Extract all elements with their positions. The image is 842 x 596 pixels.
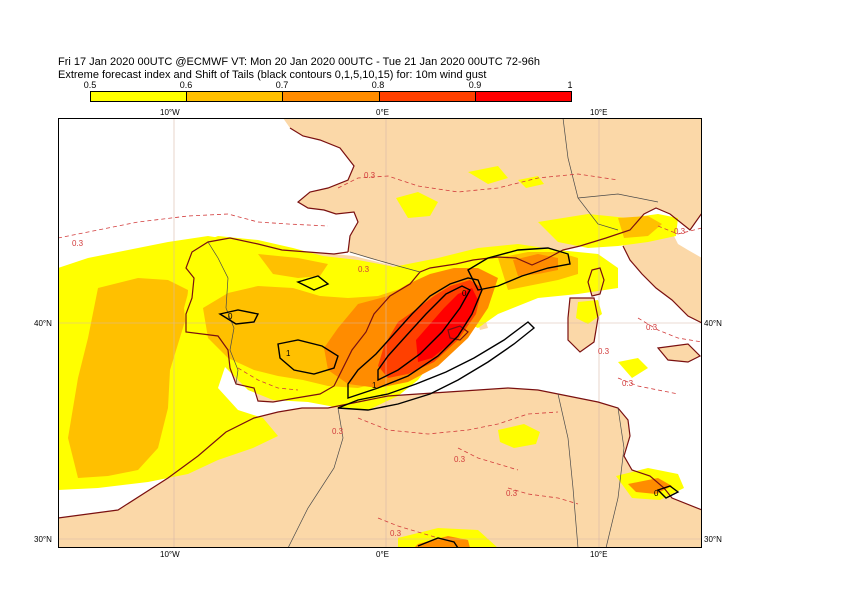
efi-contour (377, 517, 439, 539)
efi-area-ligurian-core (513, 254, 558, 276)
legend-color-bar (90, 91, 572, 102)
title-line-1: Fri 17 Jan 2020 00UTC @ECMWF VT: Mon 20 … (58, 56, 540, 68)
efi-03-contours (58, 173, 702, 539)
lon-label-top: 0°E (376, 108, 389, 117)
border-spain-france (349, 251, 421, 273)
sot-contour-0 (296, 275, 330, 291)
legend-label: 0.9 (468, 80, 482, 90)
lat-label-right: 40°N (704, 319, 722, 328)
land-north-africa (58, 388, 702, 548)
efi-shading (58, 166, 684, 548)
sot-contour-0 (337, 321, 536, 411)
coastline-france (289, 127, 359, 253)
efi-contour-label: 0.3 (506, 489, 518, 498)
contour-labels: 0.3 0.3 0.3 0.3 0.3 0.3 0.3 0.3 0.3 0.3 … (72, 171, 686, 538)
coastline-italy (622, 245, 702, 324)
lat-label-right: 30°N (704, 535, 722, 544)
sot-contour-label: 0 (228, 312, 233, 321)
sot-contour-0 (347, 277, 483, 399)
efi-contour-label: 0.3 (454, 455, 466, 464)
border-switzerland (577, 193, 659, 203)
efi-contour-label: 0.3 (358, 265, 370, 274)
land-sicily (658, 344, 700, 362)
coastline-africa (58, 387, 702, 519)
efi-area-alps-core (618, 216, 662, 238)
legend-swatch (91, 92, 188, 101)
efi-contour-label: 0.3 (598, 347, 610, 356)
efi-area-tunisia (618, 358, 648, 378)
border-algeria-tunisia (557, 393, 579, 548)
efi-area-libya-core (628, 478, 672, 494)
efi-contour (357, 411, 559, 435)
legend-label: 1 (567, 80, 573, 90)
efi-area-atlantic-core (68, 278, 188, 478)
efi-contour-label: 0.3 (390, 529, 402, 538)
border-tunisia-libya (605, 407, 625, 548)
country-borders (207, 118, 659, 548)
sot-contour-0 (218, 309, 260, 325)
border-spain-portugal (207, 241, 239, 385)
sot-contour-0 (656, 485, 680, 499)
legend-label: 0.8 (371, 80, 385, 90)
lon-label-bottom: 10°W (160, 550, 180, 559)
legend-swatch (187, 92, 284, 101)
efi-contour (637, 317, 702, 343)
sot-contours (218, 247, 680, 548)
legend-swatch (475, 92, 572, 101)
efi-contour-label: 0.3 (674, 227, 686, 236)
lon-label-bottom: 10°E (590, 550, 608, 559)
lat-label-left: 30°N (34, 535, 52, 544)
efi-area-bavaria (468, 166, 544, 188)
sot-contour-1 (377, 285, 471, 382)
title-line-2: Extreme forecast index and Shift of Tail… (58, 69, 487, 81)
lon-label-bottom: 0°E (376, 550, 389, 559)
legend-swatch (283, 92, 380, 101)
efi-area-algeria (498, 424, 540, 448)
legend-label: 0.5 (83, 80, 97, 90)
land-england (326, 118, 388, 132)
sot-contour-label: 1 (286, 349, 291, 358)
lat-label-left: 40°N (34, 319, 52, 328)
legend-swatch (379, 92, 476, 101)
efi-contour-label: 0.3 (364, 171, 376, 180)
legend-label: 0.6 (179, 80, 193, 90)
sot-contour-label: 0 (654, 489, 659, 498)
efi-contour-label: 0.3 (332, 427, 344, 436)
efi-contour-label: 0.3 (622, 379, 634, 388)
lon-label-top: 10°W (160, 108, 180, 117)
legend-label: 0.7 (275, 80, 289, 90)
graticule (58, 118, 702, 548)
efi-contour-label: 0.3 (72, 239, 84, 248)
map-frame (58, 118, 702, 548)
sot-contour-label: 1 (372, 381, 377, 390)
sot-contour-label: 0 (462, 289, 467, 298)
efi-area-cevennes (396, 192, 438, 218)
color-legend: 0.5 0.6 0.7 0.8 0.9 1 (84, 80, 574, 104)
efi-contour-label: 0.3 (646, 323, 658, 332)
efi-contour (657, 225, 702, 235)
lon-label-top: 10°E (590, 108, 608, 117)
sot-contour-0 (467, 247, 571, 291)
efi-contour (617, 377, 679, 395)
efi-contour (337, 173, 619, 193)
sot-contour-0 (277, 339, 339, 375)
border-morocco-algeria (287, 407, 344, 548)
efi-area-north-spain (258, 254, 328, 278)
efi-map: 0.3 0.3 0.3 0.3 0.3 0.3 0.3 0.3 0.3 0.3 … (58, 118, 702, 548)
sot-contour-0 (417, 537, 459, 548)
coastline-iberia (185, 207, 702, 403)
coastlines (58, 127, 702, 519)
efi-contour (507, 487, 579, 505)
land-italy (623, 226, 702, 323)
coastline-islands (447, 267, 702, 363)
